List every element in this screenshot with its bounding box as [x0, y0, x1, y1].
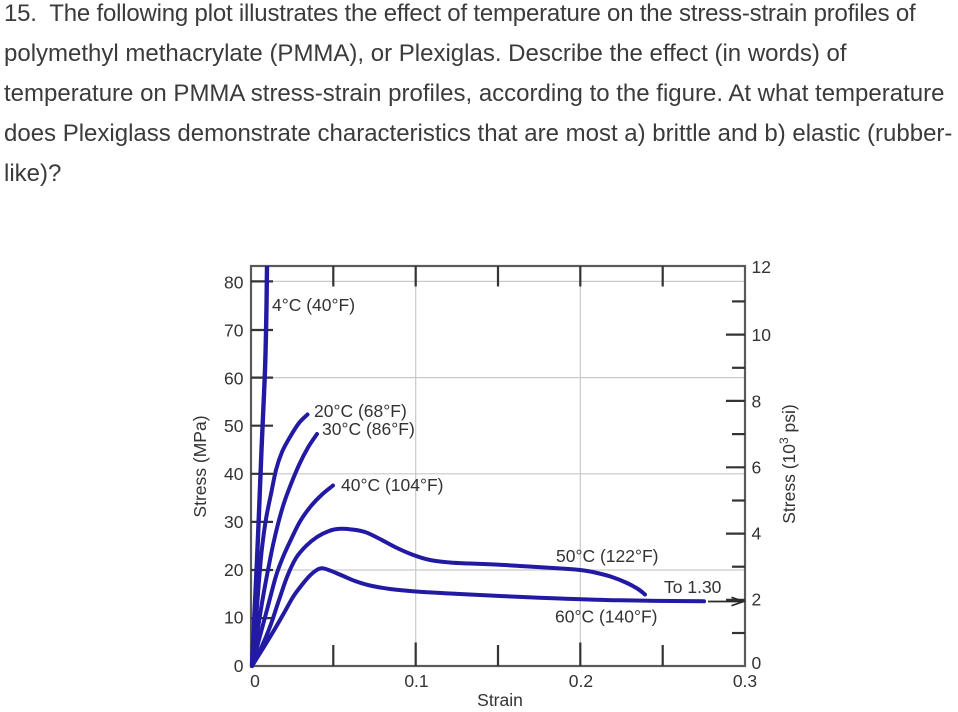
svg-text:60: 60: [224, 368, 244, 388]
svg-text:20°C (68°F): 20°C (68°F): [314, 401, 407, 421]
svg-text:12: 12: [752, 257, 771, 277]
svg-text:80: 80: [224, 273, 244, 293]
svg-text:2: 2: [752, 589, 762, 609]
svg-text:50°C (122°F): 50°C (122°F): [556, 546, 659, 566]
svg-text:50: 50: [224, 416, 244, 436]
svg-text:0.1: 0.1: [404, 671, 428, 691]
svg-text:0: 0: [234, 656, 244, 676]
svg-text:6: 6: [752, 457, 762, 477]
svg-text:0: 0: [752, 653, 762, 673]
svg-text:0: 0: [250, 671, 260, 691]
svg-text:40°C (104°F): 40°C (104°F): [341, 475, 444, 495]
svg-text:Stress (103 psi): Stress (103 psi): [777, 404, 799, 524]
svg-text:0.2: 0.2: [569, 671, 593, 691]
svg-text:Stress (MPa): Stress (MPa): [190, 415, 210, 517]
svg-text:0.3: 0.3: [733, 671, 757, 691]
svg-text:30: 30: [224, 512, 244, 532]
svg-text:70: 70: [224, 321, 244, 341]
svg-text:20: 20: [224, 560, 244, 580]
svg-text:30°C (86°F): 30°C (86°F): [322, 419, 415, 439]
svg-text:8: 8: [752, 391, 762, 411]
svg-text:4: 4: [752, 523, 762, 543]
svg-text:60°C (140°F): 60°C (140°F): [555, 607, 658, 627]
svg-text:4°C (40°F): 4°C (40°F): [272, 295, 355, 315]
svg-text:10: 10: [224, 608, 244, 628]
svg-text:40: 40: [224, 464, 244, 484]
svg-text:10: 10: [752, 325, 772, 345]
svg-text:To 1.30: To 1.30: [664, 577, 722, 597]
svg-text:Strain: Strain: [477, 690, 523, 710]
